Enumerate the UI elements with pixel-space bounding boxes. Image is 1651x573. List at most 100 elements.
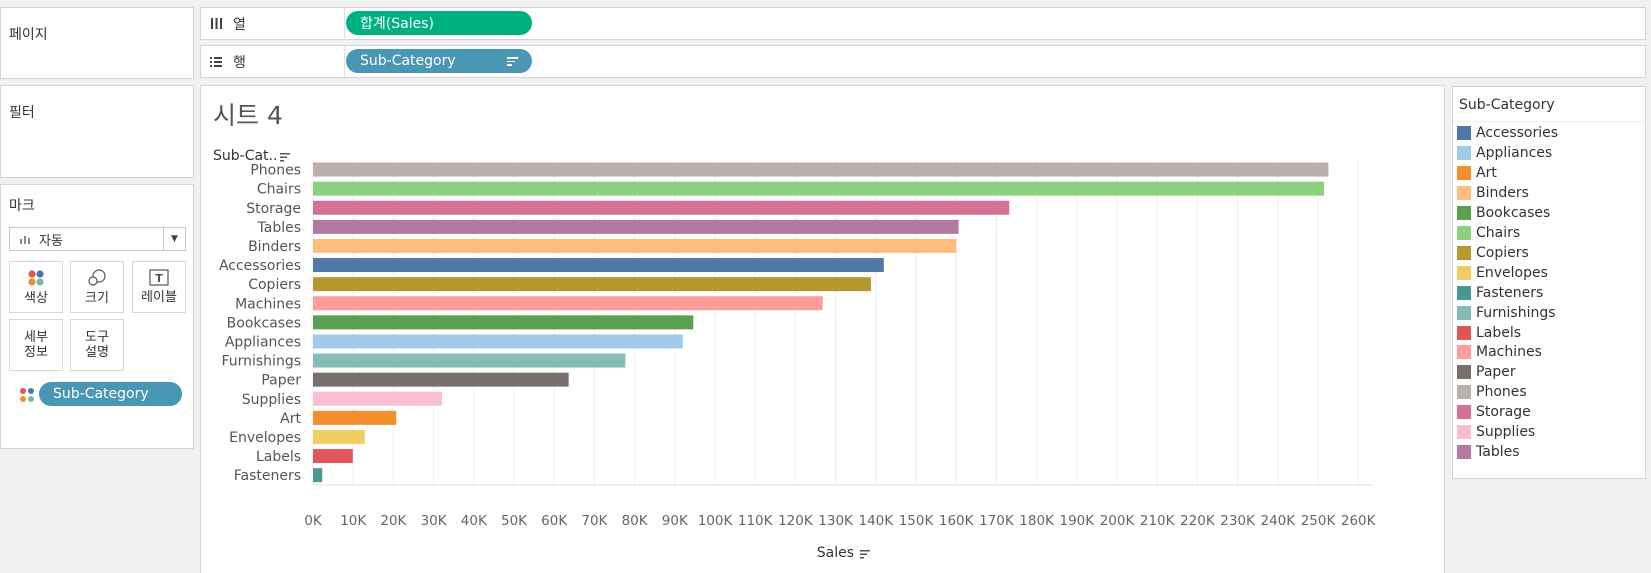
legend-item[interactable]: Art — [1457, 163, 1497, 183]
x-tick-label: 80K — [622, 513, 649, 529]
legend-item-label: Accessories — [1476, 125, 1559, 141]
sub-category-pill-label: Sub-Category — [360, 53, 456, 69]
mark-type-label: 자동 — [39, 233, 63, 249]
category-label[interactable]: Appliances — [225, 334, 301, 350]
bar[interactable] — [313, 162, 1329, 177]
legend-item[interactable]: Machines — [1457, 342, 1542, 362]
columns-shelf[interactable]: 열 합계(Sales) — [200, 7, 1646, 40]
label-button[interactable]: T 레이블 — [132, 261, 186, 313]
legend-item[interactable]: Copiers — [1457, 243, 1529, 263]
row-header-sort-icon[interactable] — [280, 153, 290, 162]
bar[interactable] — [313, 219, 959, 234]
x-tick-label: 170K — [979, 513, 1015, 529]
legend-item[interactable]: Chairs — [1457, 223, 1520, 243]
bar[interactable] — [313, 181, 1325, 196]
category-label[interactable]: Copiers — [248, 277, 301, 293]
sheet-title: 시트 4 — [213, 101, 283, 130]
legend-item-label: Binders — [1476, 184, 1529, 201]
color-legend[interactable]: Sub-Category Accessories Appliances Art Bin… — [1452, 86, 1646, 479]
tooltip-button[interactable]: 도구 설명 — [70, 319, 124, 371]
bar[interactable] — [313, 200, 1010, 215]
sub-category-pill[interactable]: Sub-Category — [346, 49, 532, 73]
legend-item[interactable]: Tables — [1457, 442, 1520, 462]
bar[interactable] — [313, 391, 443, 406]
category-label[interactable]: Envelopes — [229, 430, 301, 446]
legend-item[interactable]: Envelopes — [1457, 263, 1548, 283]
legend-swatch — [1457, 365, 1471, 380]
legend-item[interactable]: Furnishings — [1457, 303, 1556, 323]
bar[interactable] — [313, 449, 353, 464]
pages-title: 페이지 — [9, 27, 48, 43]
category-label[interactable]: Furnishings — [221, 354, 301, 370]
category-label[interactable]: Labels — [256, 449, 301, 465]
x-tick-label: 210K — [1140, 513, 1176, 529]
bar[interactable] — [313, 296, 823, 311]
legend-item[interactable]: Fasteners — [1457, 283, 1543, 303]
category-label[interactable]: Chairs — [257, 182, 301, 198]
legend-item[interactable]: Labels — [1457, 323, 1521, 343]
legend-item[interactable]: Supplies — [1457, 422, 1535, 442]
category-label[interactable]: Machines — [235, 296, 301, 312]
legend-item[interactable]: Paper — [1457, 362, 1516, 382]
rows-label-text: 행 — [233, 54, 246, 71]
legend-item[interactable]: Phones — [1457, 382, 1527, 402]
bar[interactable] — [313, 238, 957, 253]
x-axis-sort-icon[interactable] — [860, 550, 870, 559]
sort-descending-icon[interactable] — [507, 57, 518, 66]
x-tick-label: 20K — [380, 513, 407, 529]
legend-swatch — [1457, 126, 1471, 140]
category-label[interactable]: Bookcases — [227, 315, 301, 331]
x-tick-label: 160K — [939, 513, 975, 529]
bar[interactable] — [313, 468, 323, 483]
rows-shelf-label: 행 — [201, 46, 345, 77]
legend-item[interactable]: Bookcases — [1457, 203, 1550, 223]
bar[interactable] — [313, 334, 683, 349]
bar[interactable] — [313, 372, 569, 387]
color-dots-icon — [20, 388, 34, 402]
category-label[interactable]: Art — [280, 411, 301, 427]
category-label[interactable]: Binders — [248, 239, 301, 255]
category-label[interactable]: Accessories — [219, 258, 301, 274]
category-label[interactable]: Supplies — [242, 392, 301, 408]
legend-item[interactable]: Accessories — [1457, 123, 1558, 143]
size-button[interactable]: 크기 — [70, 261, 124, 313]
bar-chart-icon — [20, 236, 30, 244]
color-button[interactable]: 색상 — [9, 261, 63, 313]
legend-swatch — [1457, 425, 1471, 440]
chevron-down-icon[interactable]: ▼ — [163, 228, 185, 250]
svg-text:T: T — [155, 272, 163, 285]
bar[interactable] — [313, 353, 626, 368]
legend-item[interactable]: Appliances — [1457, 143, 1552, 163]
color-field-label: Sub-Category — [53, 386, 149, 402]
x-tick-label: 60K — [541, 513, 568, 529]
sales-sum-pill[interactable]: 합계(Sales) — [346, 11, 532, 35]
mark-type-dropdown[interactable]: 자동 ▼ — [9, 227, 186, 251]
bar[interactable] — [313, 258, 884, 273]
category-label[interactable]: Tables — [257, 220, 302, 236]
category-label[interactable]: Storage — [246, 201, 301, 217]
rows-shelf[interactable]: 행 Sub-Category — [200, 45, 1646, 78]
category-label[interactable]: Phones — [250, 163, 301, 179]
category-label[interactable]: Paper — [261, 373, 301, 389]
detail-button[interactable]: 세부 정보 — [9, 319, 63, 371]
bar[interactable] — [313, 410, 397, 425]
filters-panel[interactable]: 필터 — [0, 85, 194, 178]
legend-item[interactable]: Binders — [1457, 183, 1529, 203]
bar-chart: 시트 4 Sub-Cat.. Phones Chairs Storage Tables… — [213, 101, 1377, 561]
bar[interactable] — [313, 277, 871, 292]
rows-icon — [209, 56, 223, 67]
detail-button-label: 세부 정보 — [24, 330, 48, 360]
color-field-pill[interactable]: Sub-Category — [39, 382, 182, 406]
bar[interactable] — [313, 429, 365, 444]
category-label[interactable]: Fasteners — [234, 468, 301, 484]
x-tick-label: 220K — [1180, 513, 1216, 529]
bar[interactable] — [313, 315, 694, 330]
legend-item-label: Phones — [1476, 384, 1527, 401]
legend-swatch — [1457, 325, 1471, 340]
legend-item-label: Furnishings — [1476, 304, 1556, 321]
size-circles-icon — [88, 268, 106, 286]
pages-panel[interactable]: 페이지 — [0, 7, 194, 79]
columns-label-text: 열 — [233, 16, 246, 33]
legend-item[interactable]: Storage — [1457, 402, 1531, 422]
color-button-label: 색상 — [24, 290, 48, 306]
